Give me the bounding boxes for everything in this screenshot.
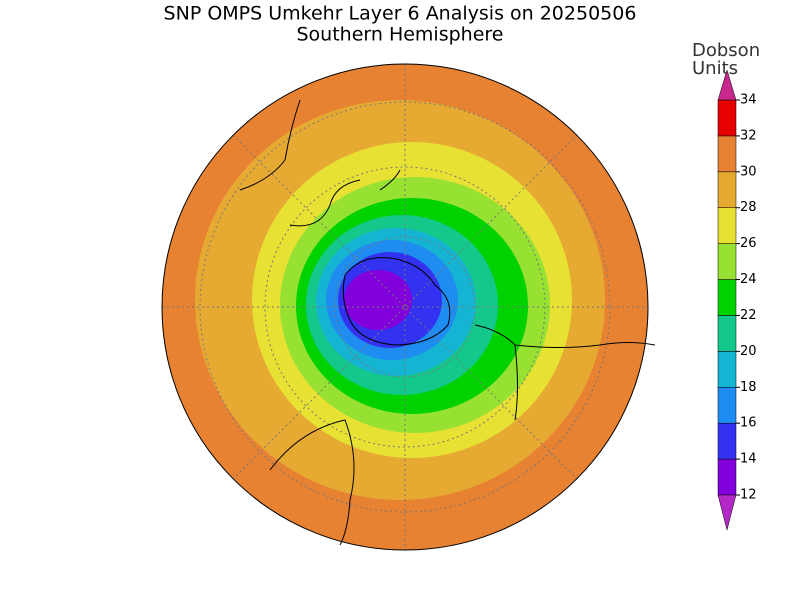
colorbar-tick-label: 28 xyxy=(740,200,757,215)
colorbar-segment xyxy=(717,315,737,352)
colorbar-tick-label: 12 xyxy=(740,488,757,503)
colorbar: 12 14 16 18 20 22 24 26 28 30 32 34 xyxy=(717,69,757,531)
colorbar-segment xyxy=(717,171,737,208)
colorbar-segment xyxy=(717,243,737,280)
colorbar-tick-label: 26 xyxy=(740,236,757,251)
colorbar-tick-label: 34 xyxy=(740,93,757,108)
colorbar-label: Dobson xyxy=(692,40,760,61)
colorbar-tick-label: 14 xyxy=(740,452,757,467)
colorbar-segment xyxy=(717,458,737,496)
colorbar-under xyxy=(717,494,737,531)
contour-region xyxy=(344,270,412,330)
colorbar-segment xyxy=(717,387,737,424)
colorbar-segment xyxy=(717,99,737,137)
colorbar-segment xyxy=(717,135,737,173)
map-disk xyxy=(162,64,648,550)
colorbar-over xyxy=(717,69,737,101)
colorbar-tick-label: 18 xyxy=(740,380,757,395)
colorbar-tick-label: 20 xyxy=(740,344,757,359)
map-subtitle: Southern Hemisphere xyxy=(296,24,503,46)
colorbar-tick-label: 16 xyxy=(740,416,757,431)
colorbar-segment xyxy=(717,351,737,388)
colorbar-segment xyxy=(717,279,737,316)
colorbar-label: Units xyxy=(692,58,738,79)
colorbar-tick-label: 30 xyxy=(740,164,757,179)
map-title: SNP OMPS Umkehr Layer 6 Analysis on 2025… xyxy=(164,3,637,25)
colorbar-segment xyxy=(717,207,737,244)
map-overlay xyxy=(161,63,656,551)
colorbar-tick-label: 22 xyxy=(740,308,757,323)
colorbar-tick-label: 24 xyxy=(740,272,757,287)
colorbar-tick-label: 32 xyxy=(740,128,757,143)
colorbar-segment xyxy=(717,422,737,460)
